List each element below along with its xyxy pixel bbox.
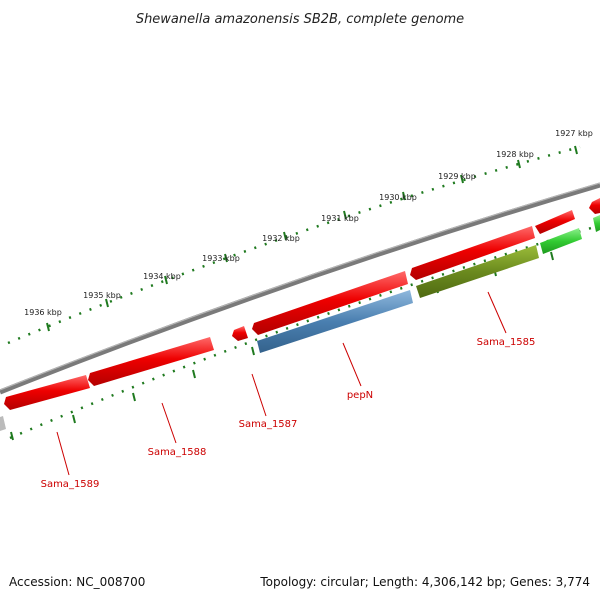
gene-label-sama-1589: Sama_1589 (41, 479, 100, 490)
outer-major-ticks (46, 145, 578, 332)
gene-label-sama-1587: Sama_1587 (239, 419, 298, 430)
accession-text: Accession: NC_008700 (9, 575, 145, 589)
label-leader-lines (56, 291, 507, 476)
gene-label-pepN: pepN (347, 390, 373, 401)
gene-forward-right (535, 210, 575, 234)
tick-label-1932: 1932 kbp (262, 234, 300, 243)
topology-text: Topology: circular; Length: 4,306,142 bp… (259, 575, 590, 589)
genome-title: Shewanella amazonensis SB2B, complete ge… (136, 12, 464, 27)
tick-label-1933: 1933 kbp (202, 254, 240, 263)
tick-label-1927: 1927 kbp (555, 129, 593, 138)
gene-forward-1585-upstream (410, 226, 535, 280)
gene-forward-small (232, 326, 248, 341)
tick-label-1928: 1928 kbp (496, 150, 534, 159)
inner-scale-arc (9, 224, 599, 440)
gene-reverse-green-right (593, 215, 600, 232)
tick-label-1936: 1936 kbp (24, 308, 62, 317)
tick-label-1929: 1929 kbp (438, 172, 476, 181)
gene-forward-1589 (4, 375, 90, 410)
tick-label-1935: 1935 kbp (83, 291, 121, 300)
tick-label-1931: 1931 kbp (321, 214, 359, 223)
gene-forward-mid (252, 271, 408, 335)
gene-forward-far-right (589, 198, 600, 214)
tick-label-1930: 1930 kbp (379, 193, 417, 202)
gene-label-sama-1585: Sama_1585 (477, 337, 536, 348)
genome-backbone-highlight (0, 182, 600, 391)
gene-forward-1588 (88, 337, 214, 386)
genome-backbone (0, 182, 600, 395)
gene-reverse-green (540, 228, 582, 254)
gene-sama-1585 (416, 245, 539, 298)
tick-label-1934: 1934 kbp (143, 272, 181, 281)
gene-reverse-gray (0, 416, 6, 431)
gene-label-sama-1588: Sama_1588 (148, 447, 207, 458)
gene-pepN (257, 290, 413, 353)
